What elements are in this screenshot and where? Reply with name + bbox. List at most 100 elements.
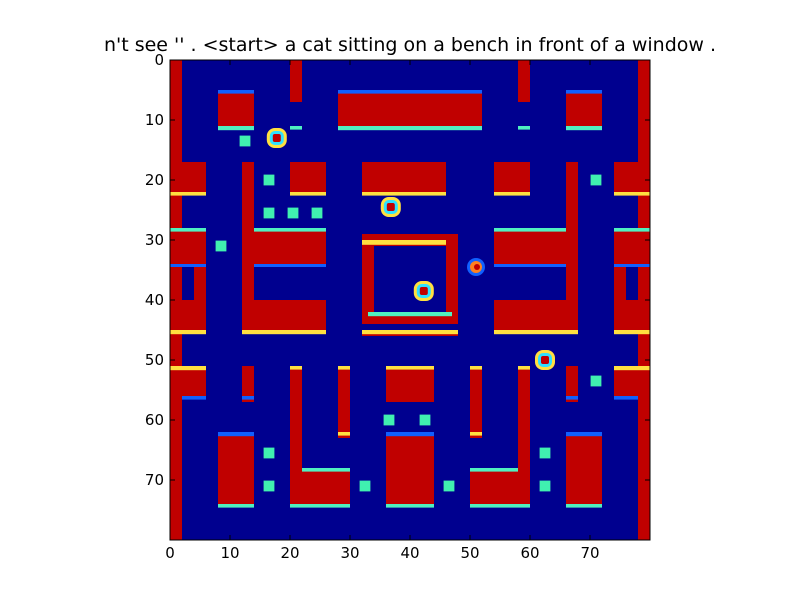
wall-edge bbox=[218, 504, 254, 508]
pellet bbox=[443, 480, 455, 492]
maze-wall bbox=[170, 162, 206, 192]
wall-edge bbox=[218, 90, 254, 94]
pellet bbox=[539, 480, 551, 492]
pellet bbox=[239, 135, 251, 147]
pellet bbox=[311, 207, 323, 219]
wall-edge bbox=[566, 504, 602, 508]
wall-edge bbox=[614, 264, 650, 267]
wall-edge bbox=[614, 330, 650, 335]
wall-edge bbox=[566, 396, 578, 400]
maze-wall bbox=[290, 162, 326, 192]
wall-edge bbox=[470, 366, 482, 370]
axes: 0 10 20 30 40 50 60 70 0 10 20 30 40 50 60 70 bbox=[145, 51, 651, 562]
pellet bbox=[263, 207, 275, 219]
wall-edge bbox=[338, 90, 482, 94]
wall-edge bbox=[170, 366, 206, 371]
maze-wall bbox=[614, 366, 650, 396]
pellet bbox=[419, 414, 431, 426]
maze-wall bbox=[302, 468, 350, 504]
maze-wall bbox=[170, 228, 206, 264]
wall-edge bbox=[362, 240, 446, 245]
y-tick-label: 60 bbox=[145, 411, 164, 429]
maze-wall bbox=[494, 162, 530, 192]
wall-edge bbox=[254, 264, 326, 267]
wall-edge bbox=[242, 330, 326, 335]
wall-edge bbox=[494, 228, 566, 232]
wall-edge bbox=[338, 126, 482, 131]
wall-edge bbox=[182, 396, 206, 400]
wall-edge bbox=[386, 432, 434, 437]
maze-wall bbox=[170, 300, 206, 330]
x-tick-label: 10 bbox=[220, 544, 239, 562]
pellet bbox=[590, 375, 602, 387]
x-tick-label: 60 bbox=[520, 544, 539, 562]
maze-wall bbox=[290, 60, 302, 102]
y-tick-label: 10 bbox=[145, 111, 164, 129]
wall-edge bbox=[338, 366, 350, 370]
maze-wall bbox=[470, 468, 518, 504]
x-tick-label: 0 bbox=[165, 544, 175, 562]
x-tick-label: 50 bbox=[460, 544, 479, 562]
maze-wall bbox=[242, 300, 326, 330]
maze-wall bbox=[362, 234, 374, 324]
wall-edge bbox=[218, 126, 254, 131]
y-tick-label: 50 bbox=[145, 351, 164, 369]
ghost-sprite-core bbox=[386, 203, 395, 211]
maze-wall bbox=[290, 366, 302, 504]
maze-wall bbox=[242, 162, 254, 330]
wall-edge bbox=[494, 264, 566, 267]
wall-edge bbox=[362, 330, 458, 335]
wall-edge bbox=[470, 468, 518, 472]
maze-wall bbox=[362, 162, 446, 192]
pellet bbox=[590, 174, 602, 186]
wall-edge bbox=[170, 228, 206, 232]
wall-edge bbox=[566, 126, 602, 131]
wall-edge bbox=[494, 330, 578, 335]
ghost-sprite-core bbox=[419, 287, 428, 295]
wall-edge bbox=[566, 432, 602, 437]
y-tick-label: 70 bbox=[145, 471, 164, 489]
maze-wall bbox=[338, 366, 350, 438]
maze-wall bbox=[614, 228, 650, 264]
maze-wall bbox=[494, 228, 566, 264]
maze-wall bbox=[494, 300, 578, 330]
wall-edge bbox=[386, 504, 434, 508]
pellet bbox=[359, 480, 371, 492]
wall-edge bbox=[290, 192, 326, 196]
x-tick-label: 70 bbox=[580, 544, 599, 562]
pellet bbox=[539, 447, 551, 459]
maze-wall bbox=[386, 366, 434, 402]
wall-edge bbox=[518, 126, 530, 130]
y-tick-label: 30 bbox=[145, 231, 164, 249]
wall-edge bbox=[362, 192, 446, 196]
maze-wall bbox=[386, 432, 434, 504]
wall-edge bbox=[254, 228, 326, 232]
wall-edge bbox=[302, 468, 350, 472]
x-tick-label: 30 bbox=[340, 544, 359, 562]
wall-edge bbox=[338, 432, 350, 436]
maze-wall bbox=[566, 162, 578, 330]
pellet bbox=[263, 174, 275, 186]
pellet bbox=[263, 480, 275, 492]
wall-edge bbox=[170, 264, 206, 267]
maze-wall bbox=[446, 234, 458, 324]
wall-edge bbox=[494, 192, 530, 196]
wall-edge bbox=[614, 228, 650, 232]
maze-wall bbox=[254, 228, 326, 264]
pellet bbox=[383, 414, 395, 426]
wall-edge bbox=[290, 504, 350, 508]
maze-wall bbox=[218, 432, 254, 504]
wall-edge bbox=[290, 366, 302, 370]
wall-edge bbox=[518, 366, 530, 370]
wall-edge bbox=[614, 396, 638, 400]
wall-edge bbox=[566, 90, 602, 94]
y-tick-label: 0 bbox=[154, 51, 164, 69]
wall-edge bbox=[614, 366, 650, 371]
game-screen bbox=[170, 60, 650, 540]
wall-edge bbox=[290, 126, 302, 130]
maze-wall bbox=[470, 366, 482, 438]
maze-wall bbox=[566, 90, 602, 126]
wall-edge bbox=[218, 432, 254, 437]
x-tick-label: 20 bbox=[280, 544, 299, 562]
wall-edge bbox=[386, 366, 434, 370]
